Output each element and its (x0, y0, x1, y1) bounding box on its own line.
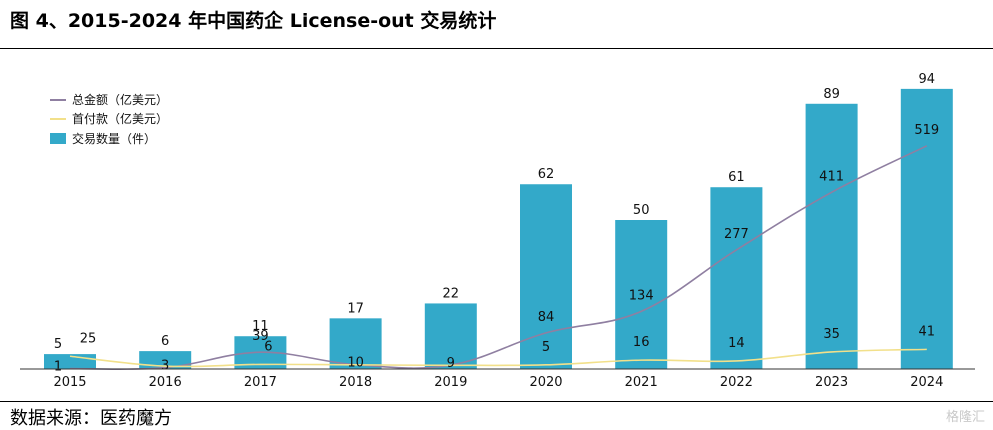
bar-2016 (139, 351, 192, 369)
bar-2023 (805, 103, 858, 369)
upfront-label-2023: 35 (823, 327, 840, 342)
upfront-label-2015: 25 (80, 331, 97, 346)
upfront-line (69, 348, 927, 368)
bar-2021 (615, 220, 668, 369)
bar-label-2015: 5 (54, 337, 62, 352)
bar-series (44, 88, 953, 369)
total-label-2020: 84 (538, 310, 555, 325)
x-tick-2022: 2022 (720, 375, 753, 390)
legend: 总金额（亿美元） 首付款（亿美元） 交易数量（件） (50, 92, 168, 146)
bar-label-2024: 94 (919, 72, 936, 87)
bar-label-2022: 61 (728, 170, 745, 185)
bar-label-2016: 6 (161, 334, 169, 349)
bar-label-2020: 62 (538, 167, 555, 182)
total-label-2022: 277 (724, 227, 749, 242)
total-label-2017: 39 (252, 329, 269, 344)
x-tick-2023: 2023 (815, 375, 848, 390)
bar-2018 (329, 318, 382, 369)
bar-2019 (424, 303, 477, 369)
total-label-2015: 1 (54, 360, 62, 375)
upfront-label-2022: 14 (728, 336, 745, 351)
footer-rule (0, 401, 993, 402)
bar-label-2023: 89 (823, 87, 840, 102)
x-tick-2016: 2016 (149, 375, 182, 390)
bar-2024 (900, 88, 953, 369)
legend-total-label: 总金额（亿美元） (72, 92, 168, 107)
x-tick-2020: 2020 (529, 375, 562, 390)
x-tick-2019: 2019 (434, 375, 467, 390)
upfront-label-2021: 16 (633, 335, 650, 350)
title-rule (0, 48, 993, 49)
license-out-chart: 5 6 11 17 22 62 50 61 89 94 1 3 39 10 9 84 134 277 411 519 2… (20, 72, 975, 390)
x-axis: 2015 2016 2017 2018 2019 2020 2021 2022 2023 2024 (20, 368, 975, 390)
upfront-label-2024: 41 (919, 324, 936, 339)
x-tick-2015: 2015 (53, 375, 86, 390)
upfront-label-2017: 6 (264, 339, 272, 354)
bar-2022 (710, 187, 763, 369)
legend-count-label: 交易数量（件） (72, 131, 156, 146)
total-label-2021: 134 (629, 288, 654, 303)
legend-upfront-label: 首付款（亿美元） (72, 111, 168, 126)
total-label-2016: 3 (161, 359, 169, 374)
total-label-2019: 9 (447, 356, 455, 371)
figure-title: 图 4、2015-2024 年中国药企 License-out 交易统计 (10, 10, 497, 32)
total-label-2023: 411 (819, 169, 844, 184)
x-tick-2017: 2017 (244, 375, 277, 390)
bar-label-2021: 50 (633, 203, 650, 218)
total-label-2024: 519 (914, 123, 939, 138)
x-tick-2024: 2024 (910, 375, 943, 390)
total-label-2018: 10 (347, 356, 364, 371)
total-amount-line (69, 145, 928, 371)
bar-label-2018: 17 (347, 301, 364, 316)
data-labels: 5 6 11 17 22 62 50 61 89 94 1 3 39 10 9 84 134 277 411 519 2… (54, 72, 939, 375)
source-note: 数据来源：医药魔方 (10, 408, 172, 429)
legend-count-swatch (50, 133, 66, 144)
bar-label-2017: 11 (252, 319, 269, 334)
watermark-logo: 格隆汇 (945, 410, 985, 425)
x-tick-2018: 2018 (339, 375, 372, 390)
bar-label-2019: 22 (443, 286, 460, 301)
upfront-label-2020: 5 (542, 340, 550, 355)
x-tick-2021: 2021 (625, 375, 658, 390)
line-series (69, 145, 928, 371)
